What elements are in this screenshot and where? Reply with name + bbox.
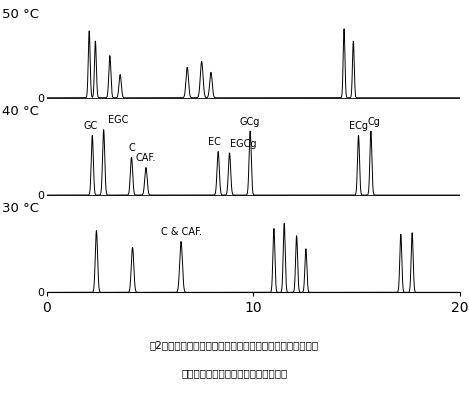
Text: Cg: Cg — [368, 117, 380, 127]
Text: C & CAF.: C & CAF. — [160, 227, 202, 237]
Text: カテキン８種及びカフェインの混合物: カテキン８種及びカフェインの混合物 — [182, 368, 287, 378]
Text: CAF.: CAF. — [136, 153, 156, 163]
Text: C: C — [128, 143, 135, 153]
Text: EC: EC — [208, 137, 220, 147]
Text: EGCg: EGCg — [229, 139, 256, 149]
Text: 30 °C: 30 °C — [2, 202, 38, 215]
Text: 50 °C: 50 °C — [2, 8, 38, 20]
Text: EGC: EGC — [108, 115, 128, 126]
Text: 40 °C: 40 °C — [2, 105, 38, 118]
Text: GC: GC — [83, 121, 98, 131]
Text: 図2　カラム温度のカテキンのクロマトグラムに与える影響: 図2 カラム温度のカテキンのクロマトグラムに与える影響 — [150, 340, 319, 350]
Text: GCg: GCg — [240, 117, 260, 127]
Text: ECg: ECg — [349, 121, 368, 131]
